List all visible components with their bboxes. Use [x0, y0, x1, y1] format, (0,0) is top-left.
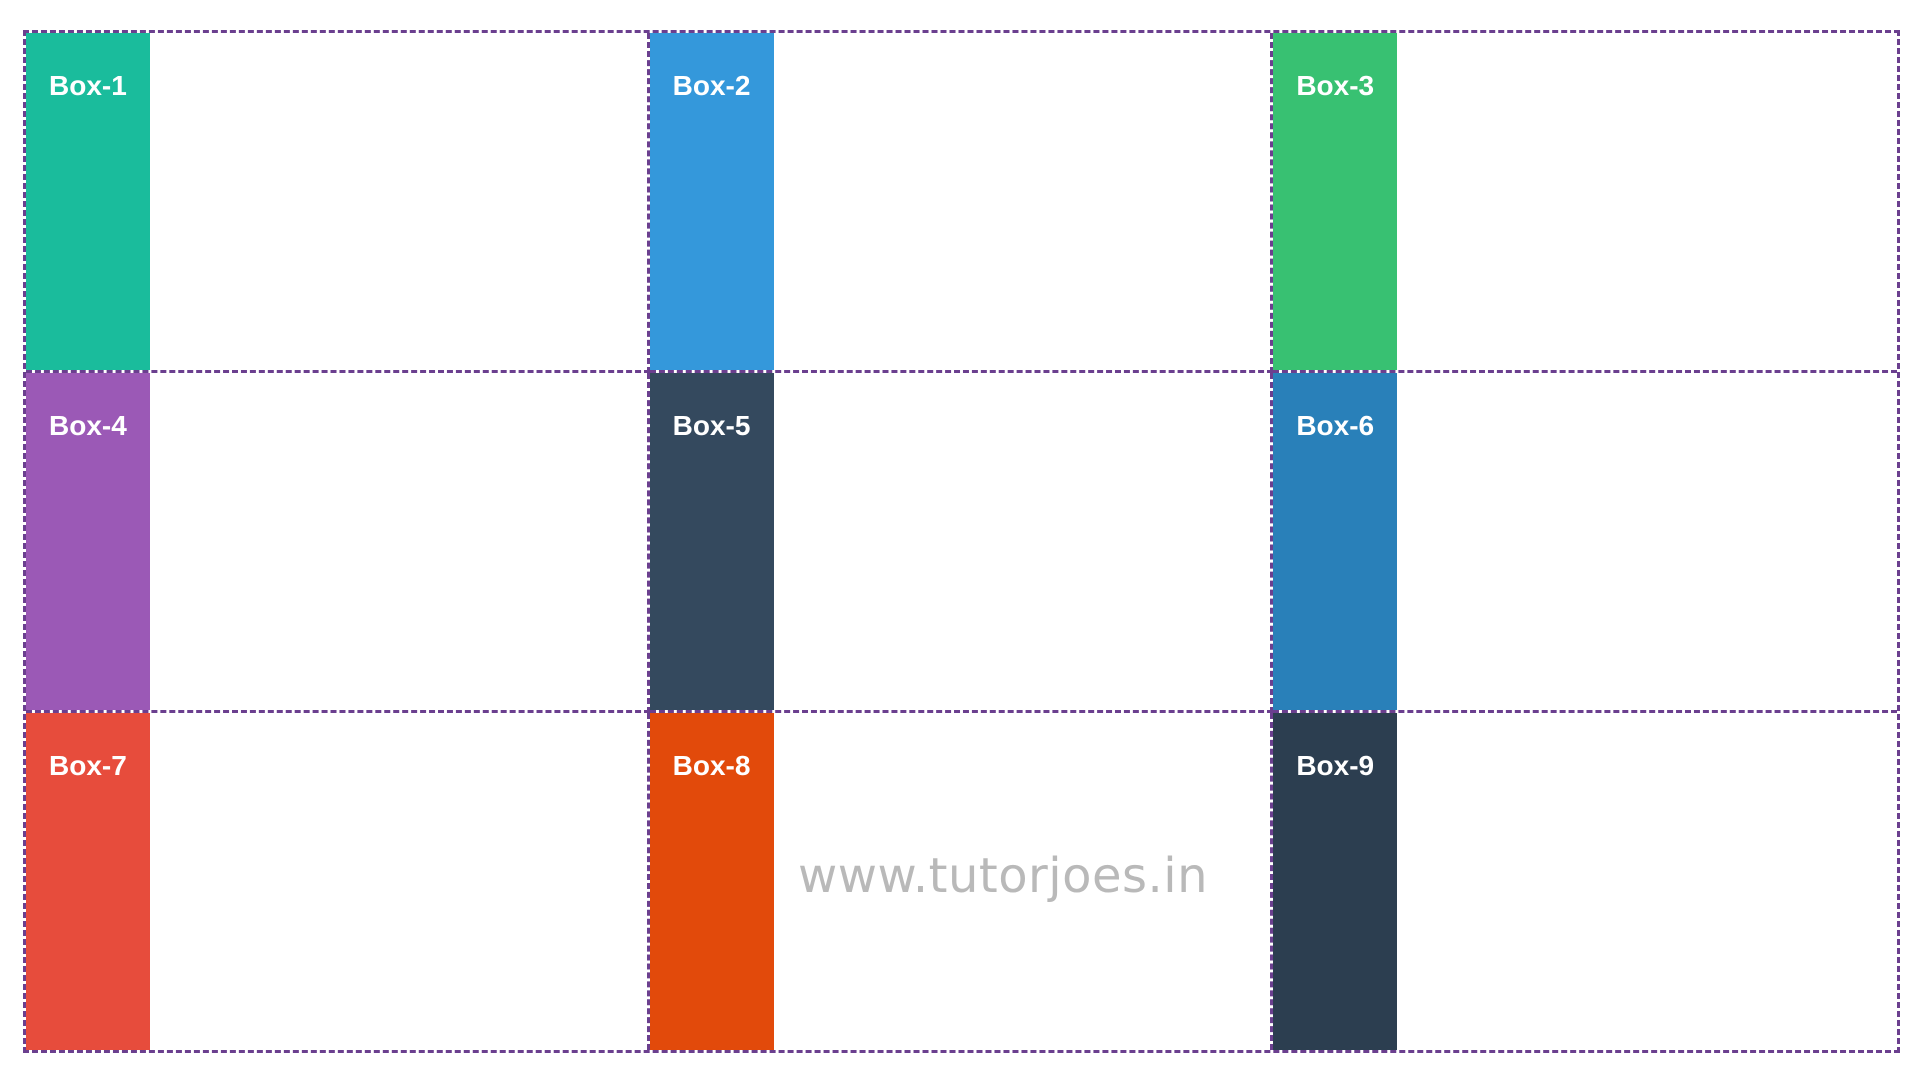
- grid-cell-8: Box-8: [649, 713, 1274, 1050]
- watermark-text: www.tutorjoes.in: [798, 848, 1209, 904]
- box-8: Box-8: [649, 713, 774, 1050]
- box-6: Box-6: [1273, 373, 1398, 710]
- grid-container: Box-1 Box-2 Box-3 Box-4 Box-5 Box-6 Box-…: [23, 30, 1900, 1053]
- box-7: Box-7: [26, 713, 150, 1050]
- grid-cell-7: Box-7: [26, 713, 650, 1050]
- grid-cell-5: Box-5: [649, 373, 1274, 713]
- grid-cell-1: Box-1: [26, 33, 650, 373]
- box-5: Box-5: [649, 373, 774, 710]
- grid-cell-4: Box-4: [26, 373, 650, 713]
- box-4: Box-4: [26, 373, 150, 710]
- box-3: Box-3: [1273, 33, 1398, 370]
- box-2: Box-2: [649, 33, 774, 370]
- grid-cell-9: Box-9: [1273, 713, 1897, 1050]
- box-9: Box-9: [1273, 713, 1398, 1050]
- grid-cell-3: Box-3: [1273, 33, 1897, 373]
- box-1: Box-1: [26, 33, 150, 370]
- grid-cell-2: Box-2: [649, 33, 1274, 373]
- grid-cell-6: Box-6: [1273, 373, 1897, 713]
